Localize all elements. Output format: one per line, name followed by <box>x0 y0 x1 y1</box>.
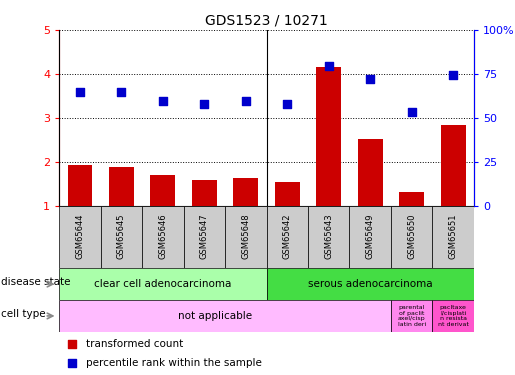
Text: GSM65649: GSM65649 <box>366 213 374 259</box>
Text: cell type: cell type <box>1 309 46 320</box>
FancyBboxPatch shape <box>433 206 474 268</box>
Bar <box>233 178 258 206</box>
Text: GSM65650: GSM65650 <box>407 213 416 259</box>
Bar <box>192 180 217 206</box>
Point <box>283 100 291 106</box>
Text: GSM65642: GSM65642 <box>283 213 291 259</box>
Text: GSM65648: GSM65648 <box>242 213 250 259</box>
Bar <box>67 165 92 206</box>
Bar <box>358 139 383 206</box>
Text: transformed count: transformed count <box>86 339 183 349</box>
Text: not applicable: not applicable <box>178 311 252 321</box>
Point <box>407 108 416 114</box>
FancyBboxPatch shape <box>59 206 101 268</box>
FancyBboxPatch shape <box>308 206 349 268</box>
Point <box>366 76 374 82</box>
FancyBboxPatch shape <box>59 268 267 300</box>
FancyBboxPatch shape <box>225 206 267 268</box>
FancyBboxPatch shape <box>267 206 308 268</box>
Bar <box>399 192 424 206</box>
Point <box>449 72 457 78</box>
Text: GSM65646: GSM65646 <box>159 213 167 259</box>
FancyBboxPatch shape <box>267 268 474 300</box>
Text: serous adenocarcinoma: serous adenocarcinoma <box>308 279 433 289</box>
Text: GSM65643: GSM65643 <box>324 213 333 259</box>
Point <box>159 98 167 104</box>
Text: GSM65651: GSM65651 <box>449 213 457 259</box>
Bar <box>150 174 175 206</box>
Text: parental
of paclit
axel/cisp
latin deri: parental of paclit axel/cisp latin deri <box>398 305 426 327</box>
Bar <box>275 183 300 206</box>
FancyBboxPatch shape <box>59 300 391 332</box>
Point <box>67 341 76 347</box>
FancyBboxPatch shape <box>433 300 474 332</box>
Bar <box>316 68 341 206</box>
Text: GSM65645: GSM65645 <box>117 213 126 259</box>
Text: pacltaxe
l/cisplati
n resista
nt derivat: pacltaxe l/cisplati n resista nt derivat <box>438 305 469 327</box>
FancyBboxPatch shape <box>101 206 142 268</box>
FancyBboxPatch shape <box>142 206 184 268</box>
FancyBboxPatch shape <box>391 206 433 268</box>
FancyBboxPatch shape <box>184 206 225 268</box>
Bar <box>109 168 134 206</box>
Point <box>117 89 126 95</box>
Text: disease state: disease state <box>1 278 71 288</box>
Text: GSM65644: GSM65644 <box>76 213 84 259</box>
Point <box>242 98 250 104</box>
Bar <box>441 125 466 206</box>
Point <box>324 63 333 69</box>
Point <box>67 360 76 366</box>
Text: GSM65647: GSM65647 <box>200 213 209 259</box>
Text: clear cell adenocarcinoma: clear cell adenocarcinoma <box>94 279 232 289</box>
FancyBboxPatch shape <box>391 300 433 332</box>
FancyBboxPatch shape <box>349 206 391 268</box>
Point <box>76 89 84 95</box>
Point <box>200 100 209 106</box>
Title: GDS1523 / 10271: GDS1523 / 10271 <box>205 13 328 27</box>
Text: percentile rank within the sample: percentile rank within the sample <box>86 358 262 368</box>
